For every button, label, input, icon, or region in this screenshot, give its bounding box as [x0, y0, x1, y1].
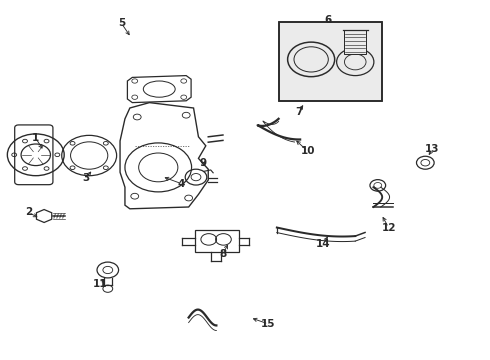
Text: 5: 5: [118, 18, 125, 28]
Text: 8: 8: [220, 249, 226, 259]
Text: 7: 7: [295, 107, 303, 117]
Text: 10: 10: [300, 146, 315, 156]
Text: 3: 3: [82, 173, 89, 183]
Bar: [279, 22, 382, 101]
Circle shape: [294, 47, 328, 72]
Circle shape: [344, 54, 366, 70]
Bar: [195, 230, 239, 252]
Bar: [344, 30, 366, 54]
Text: 4: 4: [177, 179, 185, 189]
Text: 6: 6: [325, 15, 332, 25]
Text: 14: 14: [316, 239, 331, 249]
Text: 1: 1: [32, 132, 39, 143]
Text: 9: 9: [200, 158, 207, 168]
Text: 15: 15: [261, 319, 276, 329]
Text: 12: 12: [381, 222, 396, 233]
Bar: [279, 22, 382, 101]
Text: 2: 2: [25, 207, 32, 217]
Text: 13: 13: [425, 144, 440, 154]
Circle shape: [288, 42, 335, 77]
Text: 11: 11: [93, 279, 108, 289]
Circle shape: [337, 48, 374, 76]
